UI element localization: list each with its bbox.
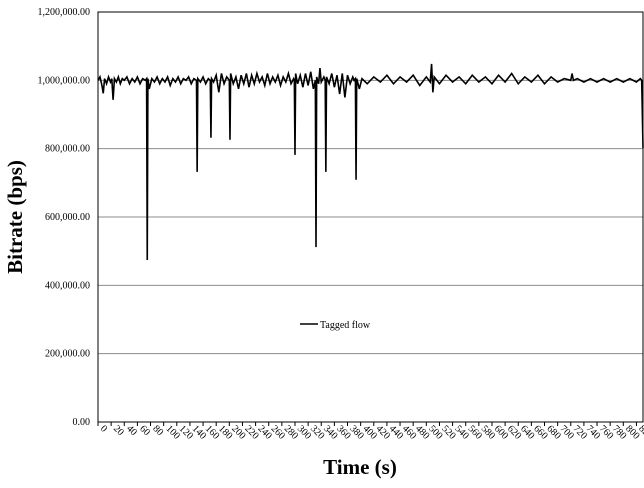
x-axis-title: Time (s) (323, 455, 397, 479)
x-tick-label: 60 (137, 423, 152, 438)
x-tick-label: 40 (124, 423, 139, 438)
y-tick-label: 200,000.00 (45, 349, 90, 360)
y-tick-label: 1,200,000.00 (38, 7, 91, 18)
data-line (97, 63, 644, 261)
y-tick-label: 600,000.00 (45, 212, 90, 223)
x-tick-label: 80 (150, 423, 165, 438)
x-tick-label: 20 (111, 423, 126, 438)
y-tick-label: 800,000.00 (45, 144, 90, 155)
y-axis-title: Bitrate (bps) (3, 160, 27, 274)
x-tick-label: 820 (636, 423, 644, 441)
x-tick-label: 0 (98, 423, 109, 434)
y-tick-label: 400,000.00 (45, 280, 90, 291)
legend-label: Tagged flow (320, 320, 371, 331)
plot-border (97, 11, 644, 423)
y-tick-label: 0.00 (73, 417, 91, 428)
y-tick-label: 1,000,000.00 (38, 75, 91, 86)
